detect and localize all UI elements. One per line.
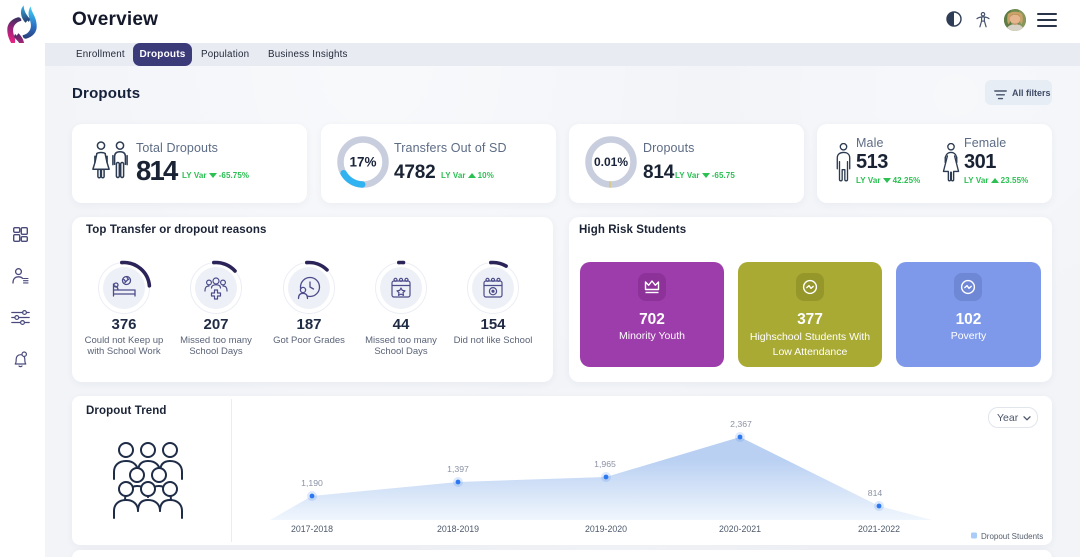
svg-text:2019-2020: 2019-2020 xyxy=(585,524,627,534)
svg-text:Dropout Students: Dropout Students xyxy=(981,532,1043,541)
svg-text:17%: 17% xyxy=(349,155,376,170)
svg-text:2021-2022: 2021-2022 xyxy=(858,524,900,534)
svg-text:1,190: 1,190 xyxy=(301,478,323,488)
svg-text:2018-2019: 2018-2019 xyxy=(437,524,479,534)
svg-text:814: 814 xyxy=(868,488,883,498)
svg-text:2017-2018: 2017-2018 xyxy=(291,524,333,534)
svg-text:1,397: 1,397 xyxy=(447,464,469,474)
svg-text:0.01%: 0.01% xyxy=(594,155,628,169)
svg-text:2,367: 2,367 xyxy=(730,419,752,429)
svg-text:2020-2021: 2020-2021 xyxy=(719,524,761,534)
svg-text:1,965: 1,965 xyxy=(594,459,616,469)
